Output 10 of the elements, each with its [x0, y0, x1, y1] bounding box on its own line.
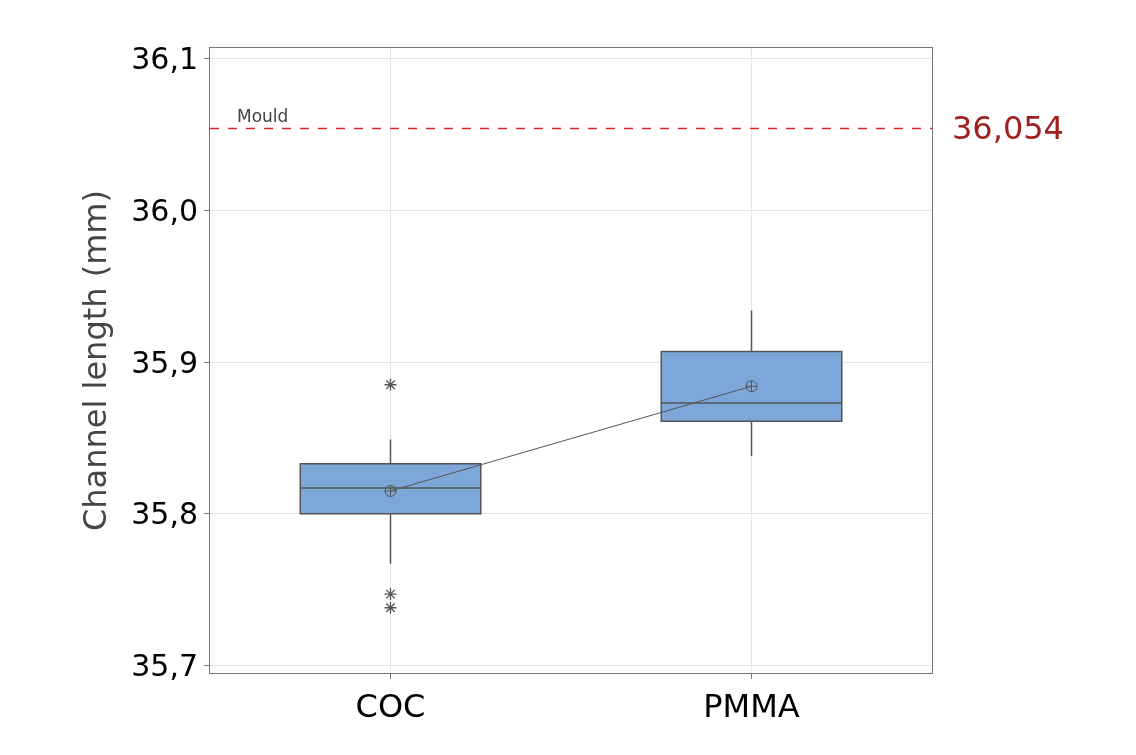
y-tick-label: 35,8: [131, 496, 198, 532]
y-tick-label: 36,0: [131, 192, 198, 228]
y-axis-title: Channel length (mm): [75, 189, 114, 532]
x-tick-label: COC: [355, 687, 426, 726]
y-tick-label: 35,9: [131, 344, 198, 380]
y-tick-label: 36,1: [131, 41, 198, 77]
ref-line-label: Mould: [237, 106, 289, 126]
y-tick-label: 35,7: [131, 647, 198, 683]
text: 36,054: [952, 109, 1064, 147]
x-tick-label: PMMA: [703, 687, 800, 726]
